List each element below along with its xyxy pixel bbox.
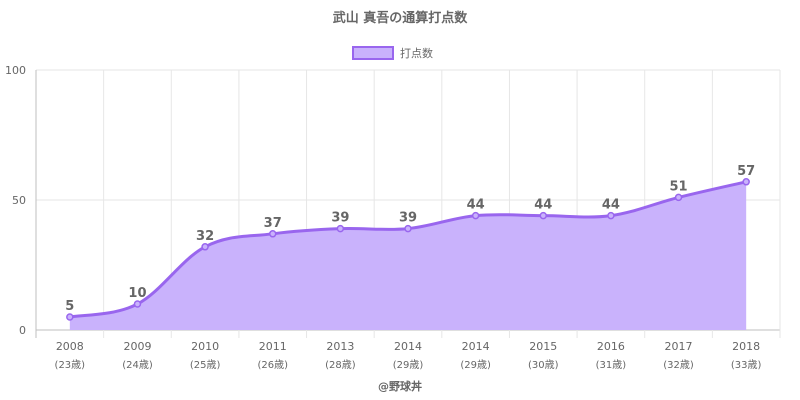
y-tick-label: 100 [5,64,26,77]
y-tick-label: 0 [19,324,26,337]
data-point[interactable] [66,313,74,321]
x-tick-sublabel: (24歳) [122,359,153,371]
data-point[interactable] [674,193,683,202]
x-tick-sublabel: (32歳) [663,359,694,371]
data-label: 57 [737,164,755,179]
x-tick-sublabel: (33歳) [731,359,762,371]
data-point[interactable] [404,224,412,233]
data-label: 44 [467,198,485,213]
data-points [66,178,750,321]
data-label: 37 [264,216,282,231]
legend-label: 打点数 [400,46,433,60]
data-point[interactable] [336,224,345,233]
data-label: 10 [128,286,146,301]
x-tick-sublabel: (26歳) [257,359,288,371]
x-tick-label: 2018 [732,340,760,353]
data-label: 5 [65,299,74,314]
x-tick-sublabel: (29歳) [460,359,491,371]
x-tick-sublabel: (29歳) [393,359,424,371]
data-point[interactable] [201,243,209,251]
x-tick-sublabel: (23歳) [55,359,86,371]
x-tick-label: 2014 [394,340,422,353]
x-tick-sublabel: (28歳) [325,359,356,371]
data-label: 32 [196,229,214,244]
x-tick-label: 2015 [529,340,557,353]
data-point[interactable] [607,211,615,220]
x-tick-label: 2011 [259,340,287,353]
data-point[interactable] [471,211,480,220]
credit-text: @野球丼 [378,379,422,393]
x-tick-sublabel: (25歳) [190,359,221,371]
x-tick-label: 2008 [56,340,84,353]
x-tick-label: 2017 [665,340,693,353]
data-point[interactable] [133,300,142,308]
data-label: 39 [399,211,417,226]
y-tick-label: 50 [12,194,26,207]
data-point[interactable] [268,230,277,238]
series-area [69,181,747,330]
x-tick-label: 2016 [597,340,625,353]
data-labels: 5 10 32 37 39 39 44 44 44 51 57 [65,164,755,314]
legend-swatch [352,46,394,60]
legend: 打点数 [352,46,433,60]
x-tick-sublabel: (31歳) [596,359,627,371]
x-axis-ticks: 2008 (23歳) 2009 (24歳) 2010 (25歳) 2011 (26歳) 2013… [55,340,762,371]
data-point[interactable] [742,178,750,186]
x-tick-sublabel: (30歳) [528,359,559,371]
chart-title: 武山 真吾の通算打点数 [333,10,469,26]
data-point[interactable] [539,211,548,220]
x-tick-label: 2009 [123,340,151,353]
data-label: 44 [534,198,552,213]
y-axis-ticks: 0 50 100 [5,64,26,337]
x-tick-label: 2010 [191,340,219,353]
data-label: 44 [602,198,620,213]
data-label: 39 [331,211,349,226]
x-tick-label: 2013 [326,340,354,353]
x-tick-label: 2014 [462,340,490,353]
data-label: 51 [669,179,687,194]
